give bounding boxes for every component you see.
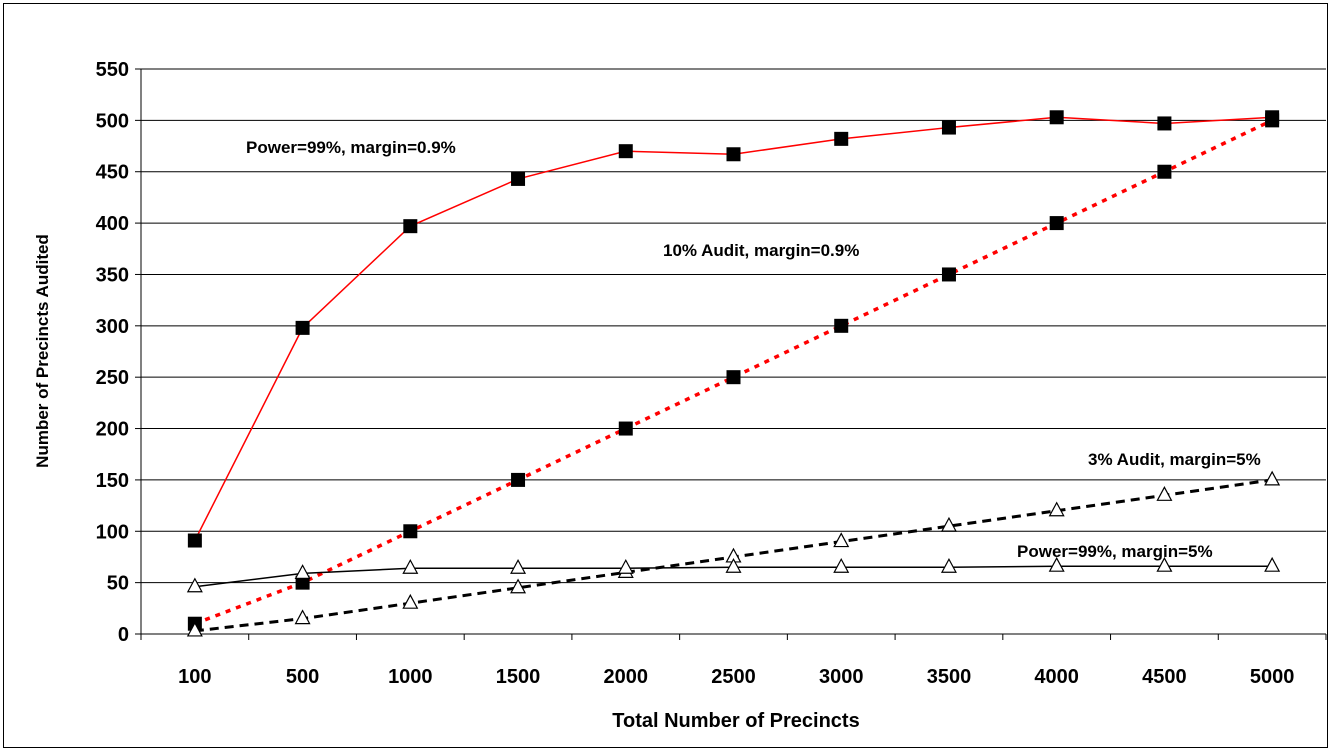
data-point-triangle <box>1264 470 1281 486</box>
data-point-square <box>1157 164 1172 179</box>
y-tick-label: 450 <box>96 162 129 184</box>
y-tick-label: 100 <box>96 521 129 543</box>
series-label: Power=99%, margin=0.9% <box>246 138 456 157</box>
data-point-triangle <box>940 516 957 532</box>
data-point-square <box>1049 110 1064 125</box>
data-point-square <box>403 219 418 234</box>
data-point-triangle <box>402 558 419 574</box>
data-point-triangle <box>402 593 419 609</box>
data-point-triangle <box>833 557 850 573</box>
data-point-square <box>834 131 849 146</box>
data-point-triangle <box>940 557 957 573</box>
data-point-square <box>941 267 956 282</box>
axes <box>135 68 1327 640</box>
series-layer <box>186 110 1281 637</box>
x-tick-label: 3500 <box>927 666 972 688</box>
series-line <box>194 118 1273 626</box>
data-point-square <box>295 320 310 335</box>
x-tick-label: 4500 <box>1142 666 1187 688</box>
y-tick-label: 500 <box>96 110 129 132</box>
series-label: Power=99%, margin=5% <box>1017 542 1213 561</box>
y-tick-label: 350 <box>96 264 129 286</box>
y-tick-label: 250 <box>96 367 129 389</box>
x-tick-label: 1000 <box>388 666 433 688</box>
data-point-square <box>1049 216 1064 231</box>
x-tick-labels: 100 500 1000 1500 2000 2500 3000 3500 4000 4500 50… <box>178 666 1294 688</box>
data-point-triangle <box>1264 556 1281 572</box>
y-tick-label: 150 <box>96 470 129 492</box>
y-tick-label: 200 <box>96 419 129 441</box>
data-point-triangle <box>1048 501 1065 517</box>
data-point-square <box>1265 113 1280 128</box>
gridlines <box>141 68 1326 584</box>
y-tick-labels: 0 50 100 150 200 250 300 350 400 450 500 550 <box>96 59 129 646</box>
data-point-square <box>618 421 633 436</box>
y-tick-label: 400 <box>96 213 129 235</box>
data-point-triangle <box>617 558 634 574</box>
data-point-square <box>403 524 418 539</box>
series-1 <box>187 110 1280 548</box>
x-axis-title: Total Number of Precincts <box>612 710 859 732</box>
data-point-triangle <box>1156 486 1173 501</box>
data-point-square <box>187 533 202 548</box>
data-point-triangle <box>510 578 527 594</box>
chart-frame <box>3 3 1328 748</box>
data-point-square <box>834 318 849 333</box>
y-tick-label: 50 <box>107 573 129 595</box>
series-label: 3% Audit, margin=5% <box>1088 450 1261 469</box>
data-point-triangle <box>186 577 203 593</box>
series-3 <box>186 470 1281 637</box>
x-tick-label: 500 <box>286 666 319 688</box>
x-tick-label: 100 <box>178 666 211 688</box>
data-point-square <box>511 472 526 487</box>
data-point-triangle <box>510 558 527 574</box>
data-point-triangle <box>186 621 203 637</box>
x-tick-label: 5000 <box>1250 666 1295 688</box>
y-tick-label: 0 <box>118 624 129 646</box>
x-tick-label: 2500 <box>711 666 756 688</box>
data-point-triangle <box>725 557 742 573</box>
data-point-triangle <box>294 609 311 625</box>
y-axis-title: Number of Precincts Audited <box>33 234 52 468</box>
data-point-square <box>295 575 310 590</box>
x-tick-label: 4000 <box>1034 666 1079 688</box>
data-point-triangle <box>1048 556 1065 572</box>
y-tick-label: 550 <box>96 59 129 81</box>
data-point-square <box>726 370 741 385</box>
series-line <box>194 116 1273 541</box>
x-tick-label: 2000 <box>604 666 649 688</box>
x-tick-label: 1500 <box>496 666 541 688</box>
data-point-square <box>941 120 956 135</box>
series-labels: Power=99%, margin=0.9% 10% Audit, margin=… <box>246 138 1261 561</box>
data-point-square <box>1157 116 1172 131</box>
x-tick-label: 3000 <box>819 666 864 688</box>
series-4 <box>186 556 1281 593</box>
data-point-square <box>618 144 633 159</box>
series-label: 10% Audit, margin=0.9% <box>663 241 859 260</box>
y-tick-label: 300 <box>96 316 129 338</box>
data-point-triangle <box>294 564 311 579</box>
data-point-square <box>726 147 741 162</box>
data-point-square <box>511 171 526 186</box>
data-point-triangle <box>1156 556 1173 572</box>
data-point-triangle <box>833 532 850 548</box>
